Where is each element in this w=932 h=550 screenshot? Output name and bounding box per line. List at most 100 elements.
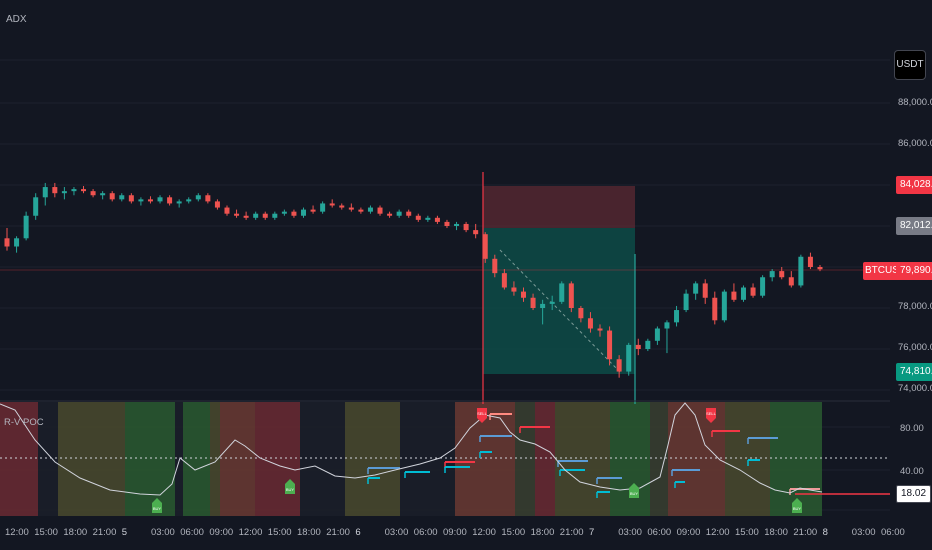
candle[interactable]: [750, 283, 756, 298]
candle[interactable]: [798, 254, 804, 288]
candle[interactable]: [253, 211, 259, 220]
candle[interactable]: [14, 236, 20, 253]
candle[interactable]: [597, 324, 603, 337]
oscillator-value-tag[interactable]: 18.02: [896, 485, 932, 503]
candle[interactable]: [396, 209, 402, 218]
stop-price-tag[interactable]: 84,028.37: [896, 176, 932, 194]
target-price-tag[interactable]: 74,810.89: [896, 363, 932, 381]
candle[interactable]: [549, 295, 555, 311]
candle[interactable]: [731, 283, 737, 302]
candle[interactable]: [42, 182, 48, 206]
candle[interactable]: [310, 205, 316, 214]
candle[interactable]: [243, 211, 249, 220]
entry-price-tag[interactable]: 82,012.83: [896, 217, 932, 235]
candle[interactable]: [769, 269, 775, 282]
time-axis[interactable]: 12:00 15:00 18:00 21:00 5 03:00 06:00 09:00 12:0…: [0, 524, 905, 544]
candle[interactable]: [578, 305, 584, 323]
candle[interactable]: [473, 223, 479, 239]
candle[interactable]: [167, 195, 173, 206]
candle[interactable]: [559, 281, 565, 304]
candle[interactable]: [100, 191, 106, 200]
candle[interactable]: [23, 211, 29, 241]
candle[interactable]: [492, 254, 498, 278]
candle[interactable]: [195, 193, 201, 202]
candle[interactable]: [740, 285, 746, 302]
candle[interactable]: [262, 211, 268, 220]
candle[interactable]: [511, 281, 517, 296]
candle[interactable]: [147, 196, 153, 204]
candle[interactable]: [272, 211, 278, 220]
candle[interactable]: [568, 281, 574, 313]
candle[interactable]: [607, 326, 613, 366]
candle[interactable]: [281, 209, 287, 216]
candle[interactable]: [205, 193, 211, 204]
buy-signal-marker[interactable]: BUY: [152, 498, 162, 513]
buy-signal-marker[interactable]: BUY: [792, 498, 802, 513]
candle[interactable]: [587, 312, 593, 333]
buy-signal-marker[interactable]: BUY: [629, 483, 639, 498]
candle[interactable]: [674, 305, 680, 327]
candle[interactable]: [119, 193, 125, 202]
candle[interactable]: [454, 221, 460, 231]
oscillator-line[interactable]: [0, 402, 823, 496]
candle[interactable]: [387, 211, 393, 218]
candle[interactable]: [616, 355, 622, 378]
candle[interactable]: [128, 193, 134, 204]
candle[interactable]: [626, 342, 632, 376]
candle[interactable]: [654, 326, 660, 345]
candlestick-series[interactable]: [4, 182, 823, 378]
candle[interactable]: [71, 187, 77, 196]
indicator-title[interactable]: ADX: [6, 14, 27, 25]
candle[interactable]: [61, 187, 67, 200]
candle[interactable]: [788, 271, 794, 288]
candle[interactable]: [176, 199, 182, 208]
stop-loss-zone[interactable]: [483, 186, 635, 228]
candle[interactable]: [52, 182, 58, 198]
candle[interactable]: [358, 207, 364, 214]
candle[interactable]: [339, 203, 345, 210]
candle[interactable]: [683, 289, 689, 313]
candle[interactable]: [760, 275, 766, 298]
take-profit-zone[interactable]: [483, 228, 635, 374]
candle[interactable]: [520, 287, 526, 302]
candle[interactable]: [186, 197, 192, 204]
candle[interactable]: [90, 189, 96, 198]
candle[interactable]: [415, 213, 421, 222]
buy-signal-marker[interactable]: BUY: [285, 479, 295, 494]
candle[interactable]: [367, 205, 373, 214]
candle[interactable]: [807, 252, 813, 270]
candle[interactable]: [444, 219, 450, 229]
candle[interactable]: [234, 209, 240, 218]
signal-markers[interactable]: BUY BUY SELL BUY SELL BUY: [152, 408, 802, 513]
candle[interactable]: [4, 228, 10, 251]
candle[interactable]: [157, 195, 163, 204]
candle[interactable]: [693, 281, 699, 300]
candle[interactable]: [33, 193, 39, 220]
candle[interactable]: [530, 293, 536, 311]
candle[interactable]: [291, 209, 297, 218]
candle[interactable]: [224, 205, 230, 216]
candle[interactable]: [329, 199, 335, 208]
candle[interactable]: [779, 267, 785, 280]
candle[interactable]: [635, 338, 641, 356]
currency-button[interactable]: USDT: [894, 50, 926, 80]
candle[interactable]: [645, 338, 651, 352]
sell-signal-marker[interactable]: SELL: [706, 408, 717, 423]
sell-signal-marker[interactable]: SELL: [477, 408, 488, 423]
candle[interactable]: [377, 205, 383, 216]
candle[interactable]: [320, 201, 326, 214]
candle[interactable]: [301, 207, 307, 218]
candle[interactable]: [540, 299, 546, 325]
candle[interactable]: [702, 279, 708, 304]
candle[interactable]: [425, 215, 431, 222]
oscillator-title[interactable]: R-V POC: [4, 417, 44, 428]
candle[interactable]: [664, 320, 670, 354]
candle[interactable]: [817, 264, 823, 272]
candle[interactable]: [348, 203, 354, 212]
candle[interactable]: [81, 186, 87, 194]
candle[interactable]: [138, 197, 144, 206]
last-price-tag[interactable]: 79,890.02: [896, 262, 932, 280]
candle[interactable]: [406, 209, 412, 218]
candle[interactable]: [482, 232, 488, 263]
